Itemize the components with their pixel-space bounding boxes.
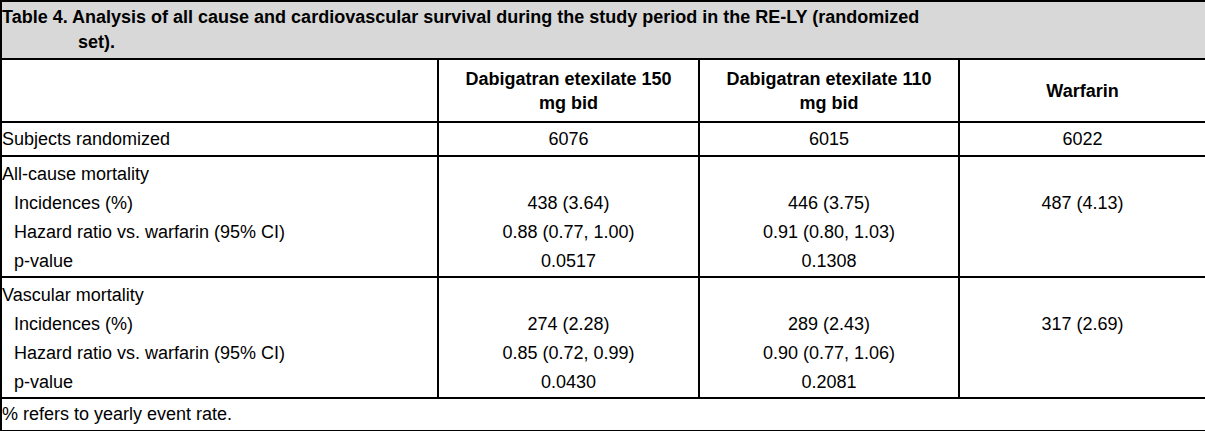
column-header-dabigatran-110: Dabigatran etexilate 110 mg bid	[699, 59, 959, 122]
all-cause-values-warfarin: 487 (4.13)	[959, 156, 1205, 277]
vascular-values-110: 289 (2.43) 0.90 (0.77, 1.06) 0.2081	[699, 277, 959, 398]
table-title-line1: Table 4. Analysis of all cause and cardi…	[2, 5, 1205, 30]
subjects-randomized-label: Subjects randomized	[1, 122, 438, 156]
spacer	[700, 281, 958, 310]
column-header-empty	[1, 59, 438, 122]
column-header-dabigatran-110-label: Dabigatran etexilate 110 mg bid	[720, 67, 938, 115]
vascular-p-value-150: 0.0430	[439, 368, 698, 397]
spacer	[960, 281, 1205, 310]
row-all-cause-mortality: All-cause mortality Incidences (%) Hazar…	[1, 156, 1205, 277]
all-cause-metric-incidences: Incidences (%)	[2, 189, 437, 218]
table-title-line2: set).	[78, 30, 1205, 55]
column-header-dabigatran-150-label: Dabigatran etexilate 150 mg bid	[460, 67, 678, 115]
vascular-p-value-110: 0.2081	[700, 368, 958, 397]
all-cause-values-150: 438 (3.64) 0.88 (0.77, 1.00) 0.0517	[438, 156, 699, 277]
all-cause-hazard-ratio-150: 0.88 (0.77, 1.00)	[439, 218, 698, 247]
all-cause-hazard-ratio-110: 0.91 (0.80, 1.03)	[700, 218, 958, 247]
all-cause-metric-p-value: p-value	[2, 247, 437, 276]
vascular-hazard-ratio-110: 0.90 (0.77, 1.06)	[700, 339, 958, 368]
section-title-vascular: Vascular mortality	[2, 281, 437, 310]
all-cause-metric-hazard-ratio: Hazard ratio vs. warfarin (95% CI)	[2, 218, 437, 247]
all-cause-p-value-150: 0.0517	[439, 247, 698, 276]
subjects-randomized-value-110: 6015	[699, 122, 959, 156]
section-title-all-cause: All-cause mortality	[2, 160, 437, 189]
all-cause-p-value-110: 0.1308	[700, 247, 958, 276]
all-cause-values-110: 446 (3.75) 0.91 (0.80, 1.03) 0.1308	[699, 156, 959, 277]
all-cause-incidences-warfarin: 487 (4.13)	[960, 189, 1205, 218]
vascular-hazard-ratio-150: 0.85 (0.72, 0.99)	[439, 339, 698, 368]
column-header-warfarin: Warfarin	[959, 59, 1205, 122]
spacer	[439, 281, 698, 310]
footnote-row: % refers to yearly event rate.	[1, 398, 1205, 431]
all-cause-incidences-150: 438 (3.64)	[439, 189, 698, 218]
vascular-incidences-150: 274 (2.28)	[439, 310, 698, 339]
vascular-metric-incidences: Incidences (%)	[2, 310, 437, 339]
column-header-warfarin-label: Warfarin	[1046, 79, 1118, 103]
spacer	[960, 160, 1205, 189]
subjects-randomized-value-150: 6076	[438, 122, 699, 156]
footnote: % refers to yearly event rate.	[1, 398, 1205, 431]
vascular-values-150: 274 (2.28) 0.85 (0.72, 0.99) 0.0430	[438, 277, 699, 398]
vascular-incidences-110: 289 (2.43)	[700, 310, 958, 339]
row-subjects-randomized: Subjects randomized 6076 6015 6022	[1, 122, 1205, 156]
spacer	[700, 160, 958, 189]
subjects-randomized-value-warfarin: 6022	[959, 122, 1205, 156]
row-vascular-mortality: Vascular mortality Incidences (%) Hazard…	[1, 277, 1205, 398]
spacer	[439, 160, 698, 189]
vascular-metric-hazard-ratio: Hazard ratio vs. warfarin (95% CI)	[2, 339, 437, 368]
vascular-metric-p-value: p-value	[2, 368, 437, 397]
table-title: Table 4. Analysis of all cause and cardi…	[1, 1, 1205, 59]
column-header-dabigatran-150: Dabigatran etexilate 150 mg bid	[438, 59, 699, 122]
all-cause-label-cell: All-cause mortality Incidences (%) Hazar…	[1, 156, 438, 277]
vascular-label-cell: Vascular mortality Incidences (%) Hazard…	[1, 277, 438, 398]
table-4: Table 4. Analysis of all cause and cardi…	[0, 0, 1205, 431]
vascular-values-warfarin: 317 (2.69)	[959, 277, 1205, 398]
all-cause-incidences-110: 446 (3.75)	[700, 189, 958, 218]
title-row: Table 4. Analysis of all cause and cardi…	[1, 1, 1205, 59]
vascular-incidences-warfarin: 317 (2.69)	[960, 310, 1205, 339]
column-header-row: Dabigatran etexilate 150 mg bid Dabigatr…	[1, 59, 1205, 122]
